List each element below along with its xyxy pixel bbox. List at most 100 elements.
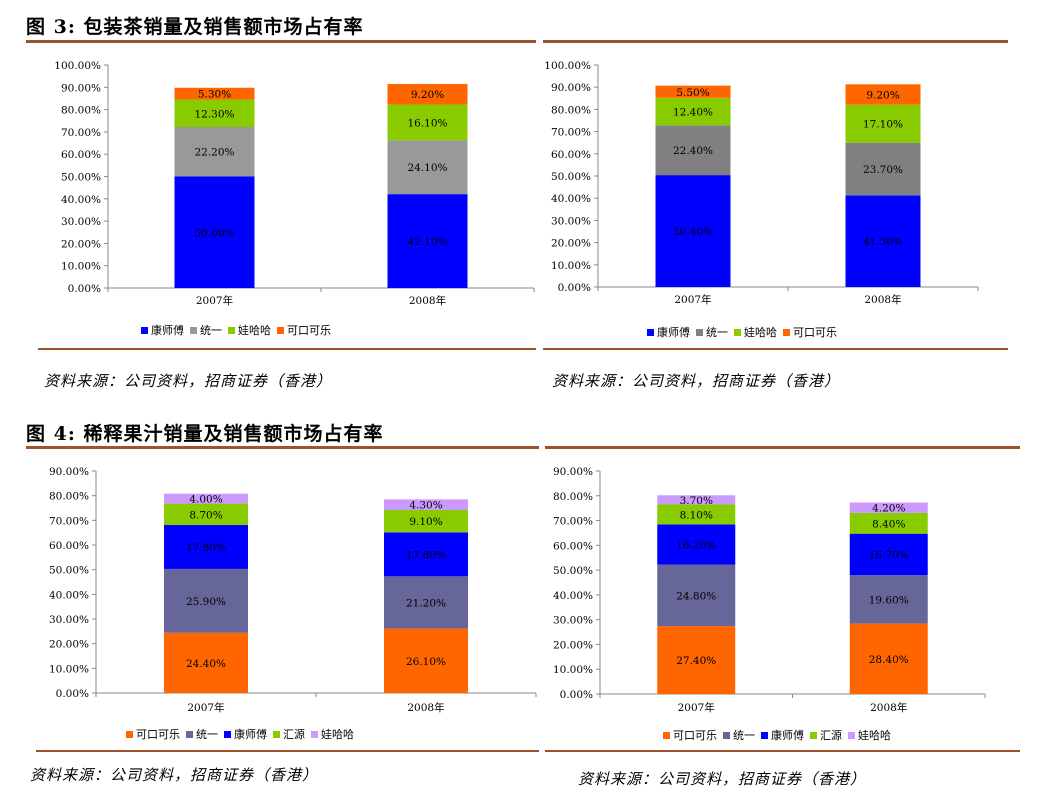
bar-segment bbox=[384, 628, 468, 693]
figure4-bottom-rule-left bbox=[36, 750, 539, 752]
y-tick-label: 0.00% bbox=[560, 689, 593, 701]
legend-label: 统一 bbox=[706, 326, 728, 339]
bar-data-label: 24.40% bbox=[186, 658, 226, 670]
y-tick-label: 40.00% bbox=[49, 589, 89, 601]
bar-data-label: 3.70% bbox=[680, 495, 713, 507]
legend-swatch bbox=[277, 327, 284, 334]
legend-label: 可口可乐 bbox=[673, 729, 717, 742]
bar-segment bbox=[845, 84, 921, 105]
legend-label: 娃哈哈 bbox=[238, 324, 271, 337]
y-tick-label: 50.00% bbox=[61, 172, 101, 184]
y-tick-label: 50.00% bbox=[551, 171, 591, 183]
chart-svg: 0.00% 10.00% 20.00% 30.00% 40.00% 50.00% 60.00… bbox=[553, 466, 986, 742]
y-tick-label: 70.00% bbox=[61, 127, 101, 139]
chart-juice-value: 0.00% 10.00% 20.00% 30.00% 40.00% 50.00% 60.00… bbox=[545, 451, 1020, 749]
bar-data-label: 16.20% bbox=[676, 540, 716, 552]
bar-data-label: 16.70% bbox=[869, 549, 909, 561]
bar-segment bbox=[384, 532, 468, 577]
bar-data-label: 4.20% bbox=[872, 503, 905, 515]
bar-segment bbox=[655, 85, 731, 98]
bar-data-label: 9.20% bbox=[866, 90, 899, 102]
legend-label: 统一 bbox=[200, 324, 222, 337]
figure4-bottom-rule-right bbox=[545, 750, 1020, 752]
y-tick-label: 0.00% bbox=[56, 688, 89, 700]
bar-data-label: 8.10% bbox=[680, 509, 713, 521]
y-tick-label: 10.00% bbox=[553, 664, 593, 676]
y-tick-label: 0.00% bbox=[558, 282, 591, 294]
bar-segment bbox=[849, 533, 928, 576]
x-category-label: 2007年 bbox=[187, 701, 224, 714]
x-category-label: 2007年 bbox=[674, 293, 711, 306]
bar-data-label: 41.30% bbox=[863, 236, 903, 248]
y-tick-label: 60.00% bbox=[61, 149, 101, 161]
y-tick-label: 20.00% bbox=[61, 238, 101, 250]
y-tick-label: 80.00% bbox=[61, 105, 101, 117]
legend-label: 可口可乐 bbox=[136, 728, 180, 741]
bar-data-label: 26.10% bbox=[406, 656, 446, 668]
bar-segment bbox=[384, 576, 468, 629]
bar-segment bbox=[655, 97, 731, 126]
legend-label: 汇源 bbox=[820, 728, 842, 742]
bar-data-label: 16.10% bbox=[407, 117, 447, 129]
y-tick-label: 10.00% bbox=[61, 261, 101, 273]
legend-swatch bbox=[734, 329, 741, 336]
legend-label: 娃哈哈 bbox=[321, 728, 354, 741]
y-tick-label: 80.00% bbox=[49, 491, 89, 503]
x-category-label: 2008年 bbox=[864, 293, 901, 306]
y-tick-label: 60.00% bbox=[553, 540, 593, 552]
chart-svg: 0.00% 10.00% 20.00% 30.00% 40.00% 50.00% 60.00… bbox=[544, 60, 979, 339]
bar-data-label: 25.90% bbox=[186, 596, 226, 608]
figure3-source-left: 资料来源：公司资料，招商证券（香港） bbox=[44, 372, 333, 390]
bar-data-label: 21.20% bbox=[406, 597, 446, 609]
y-tick-label: 100.00% bbox=[54, 60, 101, 72]
bar-segment bbox=[387, 83, 468, 105]
chart-svg: 0.00% 10.00% 20.00% 30.00% 40.00% 50.00% 60.00… bbox=[49, 466, 537, 741]
bar-data-label: 4.00% bbox=[189, 494, 222, 506]
bar-segment bbox=[657, 524, 736, 565]
chart-juice-volume: 0.00% 10.00% 20.00% 30.00% 40.00% 50.00% 60.00… bbox=[26, 451, 539, 749]
bar-segment bbox=[845, 104, 921, 143]
bar-segment bbox=[845, 142, 921, 196]
bar-data-label: 9.20% bbox=[411, 89, 444, 101]
legend-label: 统一 bbox=[196, 728, 218, 741]
bar-data-label: 24.80% bbox=[676, 590, 716, 602]
legend-swatch bbox=[810, 732, 817, 739]
x-category-label: 2007年 bbox=[678, 701, 715, 714]
bar-data-label: 50.00% bbox=[194, 227, 234, 239]
legend-label: 康师傅 bbox=[771, 728, 804, 742]
y-tick-label: 80.00% bbox=[551, 104, 591, 116]
y-tick-label: 90.00% bbox=[61, 82, 101, 94]
bar-data-label: 4.30% bbox=[409, 500, 442, 512]
figure4-source-right: 资料来源：公司资料，招商证券（香港） bbox=[578, 770, 867, 788]
y-tick-label: 50.00% bbox=[49, 565, 89, 577]
legend-swatch bbox=[186, 731, 193, 738]
figure3-top-rule-right bbox=[543, 40, 1008, 43]
bar-data-label: 12.40% bbox=[673, 107, 713, 119]
bar-segment bbox=[849, 502, 928, 513]
legend-swatch bbox=[190, 327, 197, 334]
bar-segment bbox=[174, 126, 255, 177]
figure3-bottom-rule-left bbox=[38, 348, 536, 350]
bar-data-label: 12.30% bbox=[194, 108, 234, 120]
y-tick-label: 30.00% bbox=[49, 614, 89, 626]
legend-swatch bbox=[663, 732, 670, 739]
bar-segment bbox=[845, 195, 921, 287]
figure3-source-right: 资料来源：公司资料，招商证券（香港） bbox=[552, 372, 841, 390]
y-tick-label: 80.00% bbox=[553, 491, 593, 503]
legend-swatch bbox=[126, 731, 133, 738]
bar-segment bbox=[384, 509, 468, 533]
legend-swatch bbox=[696, 329, 703, 336]
legend-swatch bbox=[723, 732, 730, 739]
x-category-label: 2008年 bbox=[870, 701, 907, 714]
legend-swatch bbox=[647, 329, 654, 336]
bar-data-label: 50.40% bbox=[673, 226, 713, 238]
bar-segment bbox=[849, 512, 928, 534]
y-tick-label: 60.00% bbox=[551, 149, 591, 161]
bar-data-label: 23.70% bbox=[863, 164, 903, 176]
bar-data-label: 28.40% bbox=[869, 654, 909, 666]
legend-label: 可口可乐 bbox=[287, 324, 331, 337]
y-tick-label: 20.00% bbox=[49, 639, 89, 651]
y-tick-label: 40.00% bbox=[61, 194, 101, 206]
bar-data-label: 22.20% bbox=[194, 147, 234, 159]
chart-svg: 0.00% 10.00% 20.00% 30.00% 40.00% 50.00% 60.00… bbox=[54, 60, 535, 337]
